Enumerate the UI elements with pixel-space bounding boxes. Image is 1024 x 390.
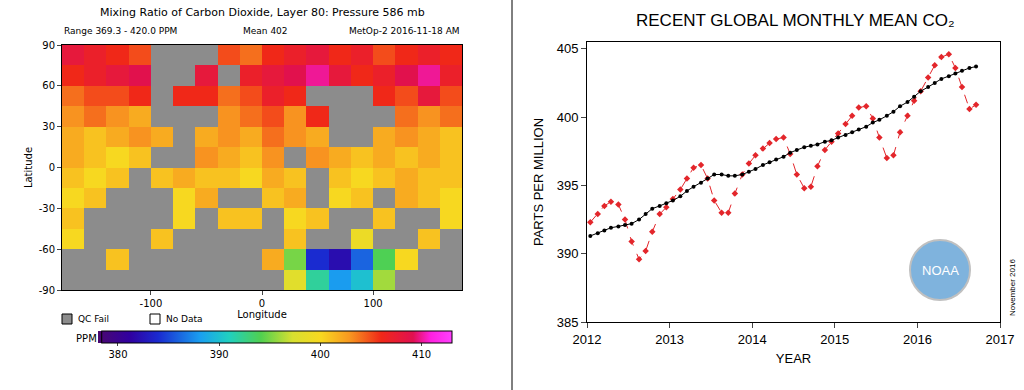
svg-text:405: 405 (557, 41, 579, 56)
svg-text:Mixing Ratio of Carbon Dioxide: Mixing Ratio of Carbon Dioxide, Layer 80… (100, 6, 425, 19)
svg-text:385: 385 (557, 315, 579, 330)
svg-text:No Data: No Data (166, 314, 203, 324)
svg-text:MetOp-2 2016-11-18 AM: MetOp-2 2016-11-18 AM (349, 26, 460, 36)
svg-text:2015: 2015 (820, 332, 849, 347)
svg-text:395: 395 (557, 178, 579, 193)
svg-text:2012: 2012 (573, 332, 602, 347)
svg-text:0: 0 (49, 162, 55, 173)
svg-text:90: 90 (42, 40, 55, 51)
svg-text:YEAR: YEAR (776, 351, 811, 366)
svg-text:60: 60 (42, 80, 55, 91)
svg-text:-60: -60 (39, 244, 55, 255)
svg-text:November 2016: November 2016 (1008, 259, 1017, 316)
svg-text:2016: 2016 (903, 332, 932, 347)
svg-text:30: 30 (42, 121, 55, 132)
svg-text:2013: 2013 (655, 332, 684, 347)
svg-text:380: 380 (108, 349, 127, 360)
svg-text:390: 390 (210, 349, 229, 360)
svg-text:QC Fail: QC Fail (78, 314, 109, 324)
svg-text:Latitude: Latitude (23, 147, 34, 188)
svg-text:PARTS PER MILLION: PARTS PER MILLION (531, 118, 546, 246)
svg-text:-100: -100 (140, 298, 163, 309)
svg-text:-90: -90 (39, 285, 55, 296)
svg-text:400: 400 (311, 349, 330, 360)
svg-text:-30: -30 (39, 203, 55, 214)
svg-text:RECENT GLOBAL MONTHLY MEAN CO₂: RECENT GLOBAL MONTHLY MEAN CO₂ (636, 11, 955, 30)
svg-text:390: 390 (557, 246, 579, 261)
svg-text:NOAA: NOAA (922, 263, 959, 278)
svg-text:0: 0 (259, 298, 265, 309)
svg-text:410: 410 (412, 349, 431, 360)
svg-text:100: 100 (364, 298, 383, 309)
svg-text:2014: 2014 (738, 332, 767, 347)
svg-text:PPM: PPM (76, 333, 97, 344)
svg-text:Range 369.3 - 420.0 PPM: Range 369.3 - 420.0 PPM (64, 26, 177, 36)
svg-text:400: 400 (557, 110, 579, 125)
svg-text:2017: 2017 (986, 332, 1015, 347)
svg-text:Longitude: Longitude (237, 309, 287, 320)
svg-text:Mean 402: Mean 402 (243, 26, 288, 36)
